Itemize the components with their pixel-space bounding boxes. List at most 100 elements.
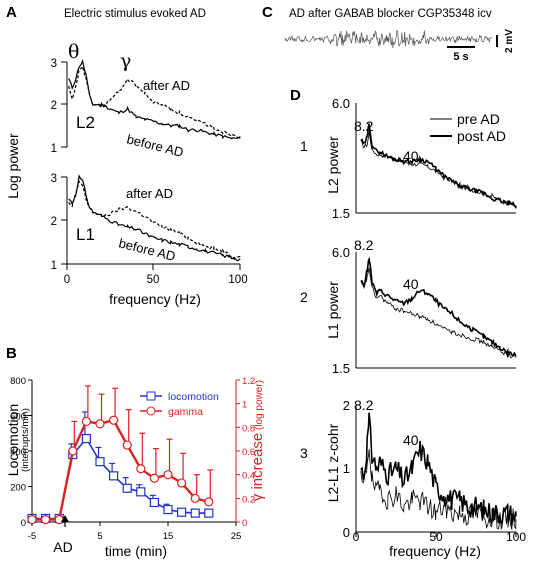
panel-d-row-2-ytick-bottom: 1.5 (332, 361, 350, 376)
legend-gamma-marker (146, 406, 156, 416)
panel-b-locomotion-point-9 (149, 497, 159, 508)
panel-b-right-ytick-label-0: 0 (242, 518, 247, 529)
panel-b-gamma-point-11 (177, 478, 187, 488)
panel-b-ylabel-sub: (interrupts/min) (20, 408, 31, 472)
panel-b-locomotion-point-12 (190, 508, 200, 518)
panel-b-gamma-point-7 (122, 440, 132, 450)
panel-d-row-3-ytick-1: 1 (343, 461, 350, 476)
panel-d-xtick-label-0: 0 (353, 530, 360, 544)
panel-b-gamma-point-6 (108, 415, 119, 425)
panel-d-row-2-peak-gamma: 40 (403, 276, 419, 292)
panel-a-letter: A (6, 4, 17, 21)
panel-a-top-plot: 3 2 1 θ γ after AD before AD L2 (51, 41, 241, 160)
panel-b-xtick-label-0: -5 (28, 531, 36, 542)
panel-b-xlabel: time (min) (105, 543, 167, 559)
panel-b-right-ytick-label-5: 1 (242, 400, 247, 411)
panel-b-gamma-point-8 (136, 464, 146, 474)
panel-d-legend: pre AD post AD (430, 111, 506, 144)
panel-b-right-ytick-label-4: 0.8 (242, 423, 255, 434)
panel-a-title: Electric stimulus evoked AD (64, 8, 206, 20)
panel-b-gamma-point-5 (95, 419, 105, 429)
legend-post-ad-label: post AD (457, 128, 506, 144)
ad-event-arrowhead (61, 515, 69, 522)
panel-b-xtick-label-2: 15 (163, 531, 174, 542)
panel-a-bottom-plot: 3 2 1 0 50 100 after AD before AD L1 (51, 173, 248, 286)
panel-b-y2label: γ increase (249, 433, 266, 501)
panel-b-xtick-label-3: 25 (231, 531, 242, 542)
panel-b-right-ytick-label-6: 1.2 (242, 376, 255, 387)
panel-b-left-ytick-label-1: 200 (10, 483, 26, 494)
panel-c-eeg-trace (284, 29, 492, 49)
panel-d-row-3-ylabel: L2-L1 z-cohr (325, 423, 341, 502)
panel-a-top-ytick-label-2: 2 (51, 100, 57, 112)
gamma-symbol: γ (120, 50, 131, 72)
panel-a-bottom-ytick-label-3: 3 (51, 173, 57, 185)
panel-b-x-ticks: -5 5 15 25 (28, 522, 242, 542)
panel-d-row-1-plot: 1 L2 power 6.0 1.5 8.2 40 (300, 96, 517, 221)
panel-b-locomotion-point-11 (177, 507, 187, 517)
panel-b-right-ytick-label-3: 0.6 (242, 447, 255, 458)
panel-b-locomotion-point-4 (81, 433, 92, 444)
panel-b-locomotion-point-13 (204, 508, 214, 518)
panel-b-gamma-point-10 (163, 470, 173, 480)
panel-b-locomotion-point-6 (108, 471, 119, 481)
panel-a-bottom-ytick-label-1: 1 (51, 260, 57, 272)
panel-b-gamma-point-2 (54, 515, 64, 525)
panel-d-row-1-number: 1 (300, 138, 308, 154)
panel-d-row-1-ytick-bottom: 1.5 (332, 206, 350, 221)
panel-b-right-ytick-label-2: 0.4 (242, 471, 255, 482)
panel-d-row-2-post-ad-line (360, 256, 517, 358)
panel-d-xlabel: frequency (Hz) (389, 543, 481, 559)
panel-a-top-ytick-label-3: 3 (51, 58, 57, 70)
panel-b-locomotion-point-7 (122, 483, 132, 493)
panel-b-left-ytick-label-2: 400 (10, 447, 26, 458)
legend-locomotion-marker (146, 391, 156, 401)
panel-d-row-1-post-ad-line (360, 123, 517, 210)
panel-d-row-2-peak-theta: 8.2 (354, 237, 374, 253)
panel-b-locomotion-point-5 (95, 457, 105, 467)
panel-a-bottom-before-ad-label: before AD (117, 235, 177, 264)
panel-a-ylabel: Log power (5, 133, 21, 199)
panel-a-bottom-after-ad-line (68, 180, 241, 259)
panel-a-xlabel: frequency (Hz) (109, 291, 201, 307)
legend-pre-ad-label: pre AD (457, 111, 500, 127)
panel-a-bottom-after-ad-label: after AD (126, 186, 173, 201)
panel-a-top-after-ad-label: after AD (143, 78, 190, 93)
panel-a-xtick-label-0: 0 (64, 274, 70, 286)
panel-d-xtick-label-2: 100 (506, 530, 526, 544)
panel-a-xtick-label-50: 50 (147, 274, 160, 286)
panel-d-letter: D (290, 87, 301, 104)
legend-gamma-label: gamma (168, 406, 203, 418)
panel-b-gamma-point-0 (27, 515, 37, 525)
panel-b-right-ticks: 0 0.2 0.4 0.6 0.8 1 1.2 (236, 376, 255, 529)
panel-b-gamma-point-1 (40, 515, 51, 525)
panel-d-row-1-ylabel: L2 power (325, 136, 341, 194)
panel-d-row-2-pre-ad-line (360, 267, 517, 359)
panel-a-xtick-label-100: 100 (228, 274, 247, 286)
panel-b-left-ytick-label-0: 0 (21, 518, 26, 529)
panel-d-row-3-number: 3 (300, 445, 308, 461)
panel-b-locomotion-point-8 (136, 487, 146, 497)
panel-d-row-3-pre-ad-line (360, 449, 517, 530)
panel-d-xaxis: 0 50 100 (353, 530, 527, 544)
panel-b-ylabel: Locomotion (5, 404, 21, 476)
panel-b-gamma-point-12 (190, 493, 200, 503)
panel-d-row-3-plot: 3 L2-L1 z-cohr 2 1 0 8.2 40 (300, 397, 517, 540)
theta-symbol: θ (68, 41, 79, 63)
panel-b-locomotion-point-10 (163, 504, 173, 515)
panel-a-bottom-ytick-label-2: 2 (51, 216, 57, 228)
panel-a-top-before-ad-label: before AD (125, 131, 185, 160)
panel-c-voltage-scalebar-label: 2 mV (504, 29, 515, 53)
panel-b-gamma-line (32, 418, 210, 521)
panel-b-gamma-point-13 (204, 497, 214, 507)
panel-d-row-3-ytick-2: 2 (343, 398, 350, 413)
panel-b-gamma-point-9 (149, 473, 159, 483)
legend-locomotion-label: locomotion (168, 391, 219, 403)
panel-c-time-scalebar-label: 5 s (453, 51, 468, 63)
panel-a-top-after-ad-line (68, 65, 241, 139)
panel-a-top-ytick-label-1: 1 (51, 143, 57, 155)
panel-a-top-before-ad-line (68, 59, 241, 140)
panel-b-gamma-point-3 (68, 446, 78, 456)
panel-b-xtick-label-1: 5 (97, 531, 102, 542)
panel-d-row-3-peak-gamma: 40 (403, 432, 419, 448)
